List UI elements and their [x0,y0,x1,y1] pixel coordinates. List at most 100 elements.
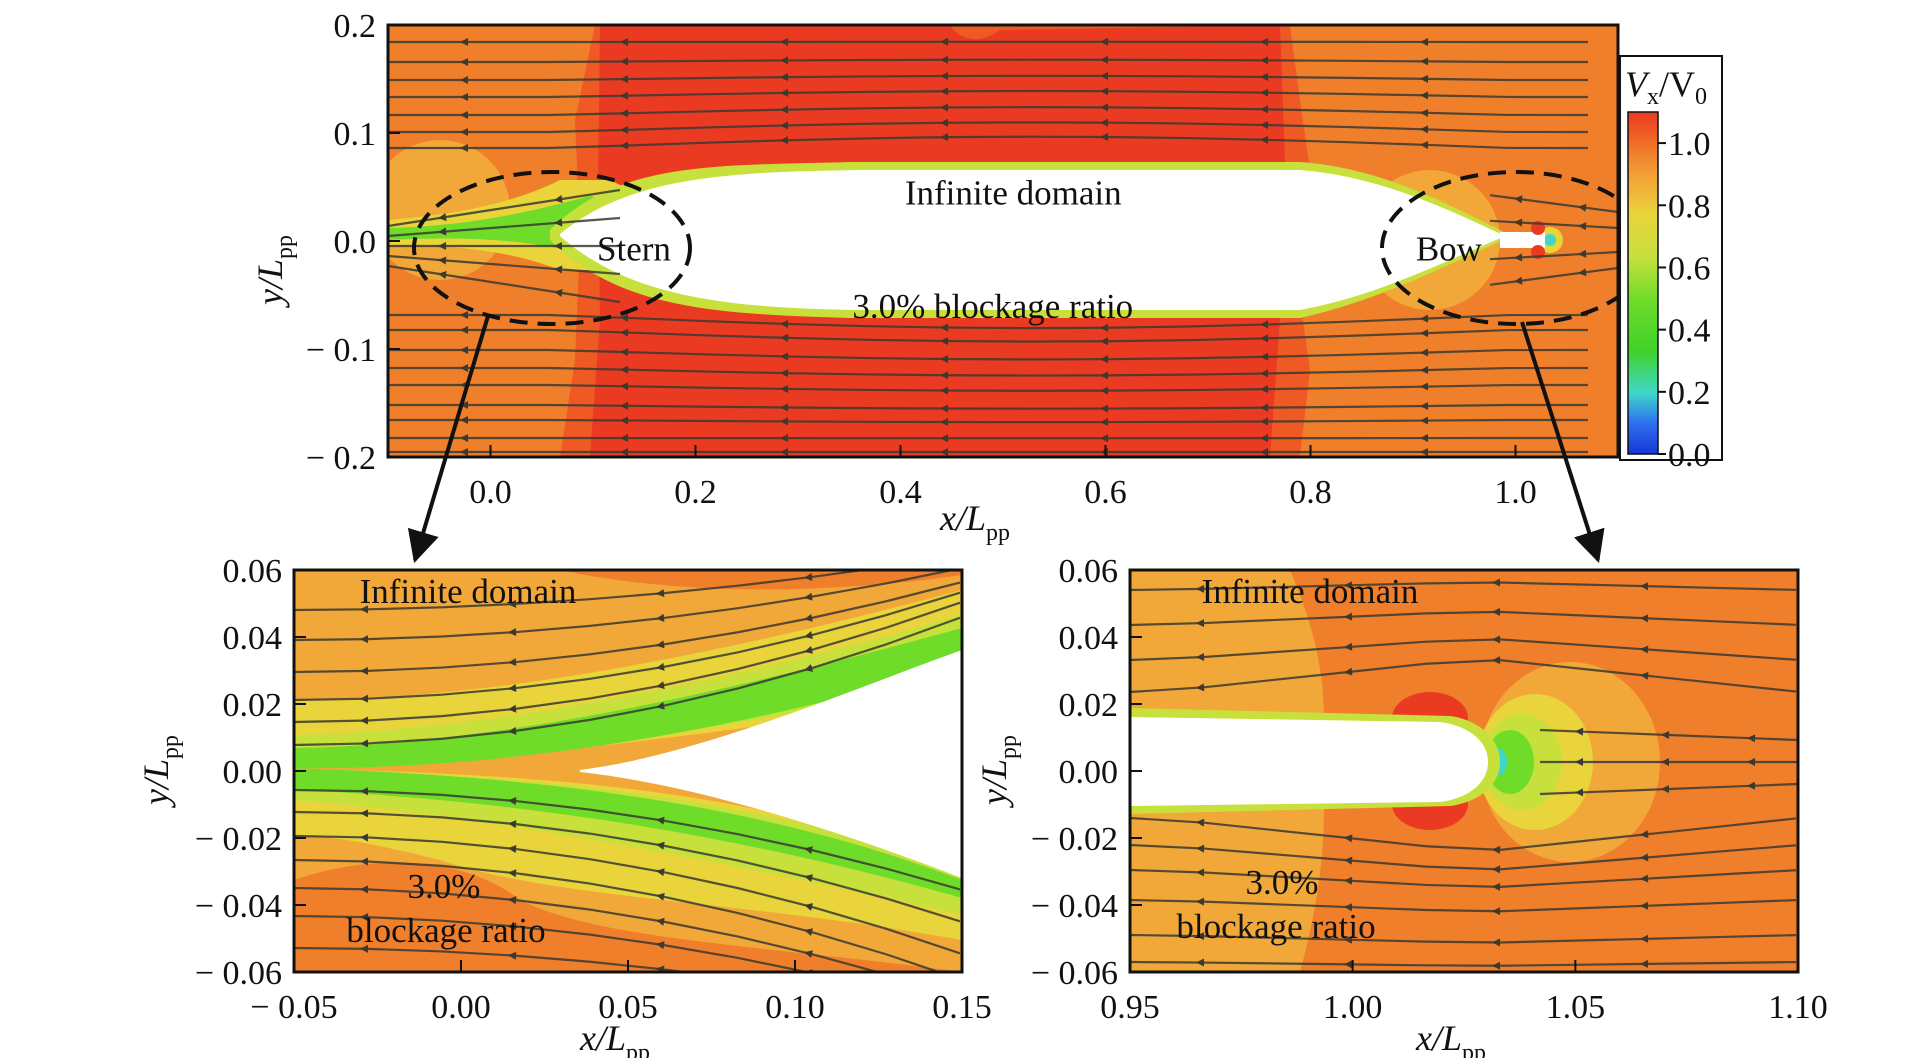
streamline-arrow [780,121,789,130]
streamline-arrow [940,355,949,364]
streamline-arrow [1578,203,1587,212]
stern-annotation-pct: 3.0% [408,867,481,906]
bow-streamlines [1130,578,1798,970]
streamline-arrow [1661,785,1670,793]
streamline-arrow [460,311,468,319]
streamline-arrow [1260,56,1269,65]
stern-highlight-ellipse [412,170,692,326]
streamline-arrow [1260,334,1269,343]
y-tick-label: 0.00 [1059,754,1119,791]
streamline-arrow [1514,276,1523,285]
streamline-arrow [656,917,665,926]
streamline-arrow [1514,195,1523,204]
y-tick-label: − 0.06 [195,955,282,992]
bow-annotation-infinite: Infinite domain [1202,572,1419,611]
streamline-arrow [804,950,813,959]
streamline-arrow [620,141,629,150]
streamline-arrow [1578,249,1587,258]
streamline-arrow [620,109,629,118]
streamline-arrow [1420,434,1429,443]
streamline-arrow [780,319,789,328]
streamline-arrow [360,716,369,725]
streamline-arrow [460,364,468,372]
streamline-arrow [360,913,369,922]
streamline-arrow [438,271,447,279]
streamline-arrow [1514,218,1523,227]
y-tick-label: 0.2 [334,8,377,45]
x-tick-label: 0.95 [1100,989,1160,1026]
streamline [1489,250,1618,261]
streamline-arrow [460,58,468,66]
streamline-arrow [780,369,789,378]
streamline-arrow [1196,683,1205,692]
streamline-arrow [438,242,446,250]
bow-plot: Infinite domain 3.0% blockage ratio 0.95… [974,553,1828,1058]
streamline-arrow [1100,132,1109,141]
streamline-arrow [804,928,814,937]
streamline-arrow [508,684,517,693]
streamline-arrow [804,645,814,654]
streamline-arrow [1420,401,1429,410]
streamline-arrow [656,816,665,825]
y-tick-label: − 0.02 [1031,821,1118,858]
streamline-arrow [1196,584,1205,593]
streamline-arrow [1344,935,1353,944]
streamline-arrow [656,662,665,671]
streamline-arrow [940,103,949,112]
streamline-arrow [460,144,468,152]
main-hull [560,170,1505,310]
x-tick-label: 0.2 [674,474,717,511]
y-tick-label: 0.04 [1059,620,1119,657]
streamline-arrow [656,681,665,690]
streamline [294,570,958,642]
streamline [1130,933,1797,944]
streamline-arrow [508,628,517,637]
streamline-arrow [1100,434,1109,443]
streamline-arrow [1420,74,1429,83]
streamline [294,616,961,747]
streamline-arrow [940,371,949,380]
streamline-arrow [1420,140,1429,149]
bow-field [1130,570,1798,972]
bow-hull [1130,717,1488,806]
streamline-arrow [1196,932,1205,941]
y-tick-label: − 0.04 [195,888,282,925]
main-ylabel: y/Lpp [250,235,298,308]
streamline [388,135,1589,150]
y-tick-label: 0.0 [334,224,377,261]
streamline-arrow [1492,607,1501,616]
streamline-arrow [1578,222,1587,231]
bow-axes: 0.95 1.00 1.05 1.10 0.06 0.04 0.02 0.00 − 0.02 − … [1031,553,1828,1026]
streamline-arrow [1196,844,1205,853]
streamline-arrow [1260,434,1269,443]
streamline-arrow [780,105,789,114]
y-tick-label: 0.02 [1059,687,1119,724]
streamline-arrow [1661,758,1669,766]
streamline-arrow [1196,818,1205,827]
streamline-arrow [438,227,447,236]
streamline [294,914,812,972]
streamline-arrow [804,664,814,672]
y-tick-label: 0.06 [1059,553,1119,590]
x-tick-label: 0.6 [1084,474,1127,511]
streamline-arrow [1575,788,1584,797]
streamline-arrow [940,37,949,46]
streamline-arrow [620,448,628,456]
streamline-arrow [940,71,949,80]
streamline-arrow [1640,901,1649,910]
streamline-arrow [804,631,813,639]
streamline-arrow [508,951,517,960]
streamline-arrow [1420,348,1429,357]
streamline-arrow [620,328,629,337]
streamline-arrow [780,417,789,426]
streamline-arrow [780,352,789,361]
streamline-arrow [804,572,813,581]
streamline [1130,610,1797,627]
stern-upper-yg [294,615,962,768]
streamline-arrow [1196,652,1205,661]
streamline-arrow [360,635,369,644]
streamline-arrow [1640,645,1649,654]
streamline-arrow [554,218,563,227]
streamline-arrow [360,694,369,703]
streamline-arrow [1344,903,1353,912]
